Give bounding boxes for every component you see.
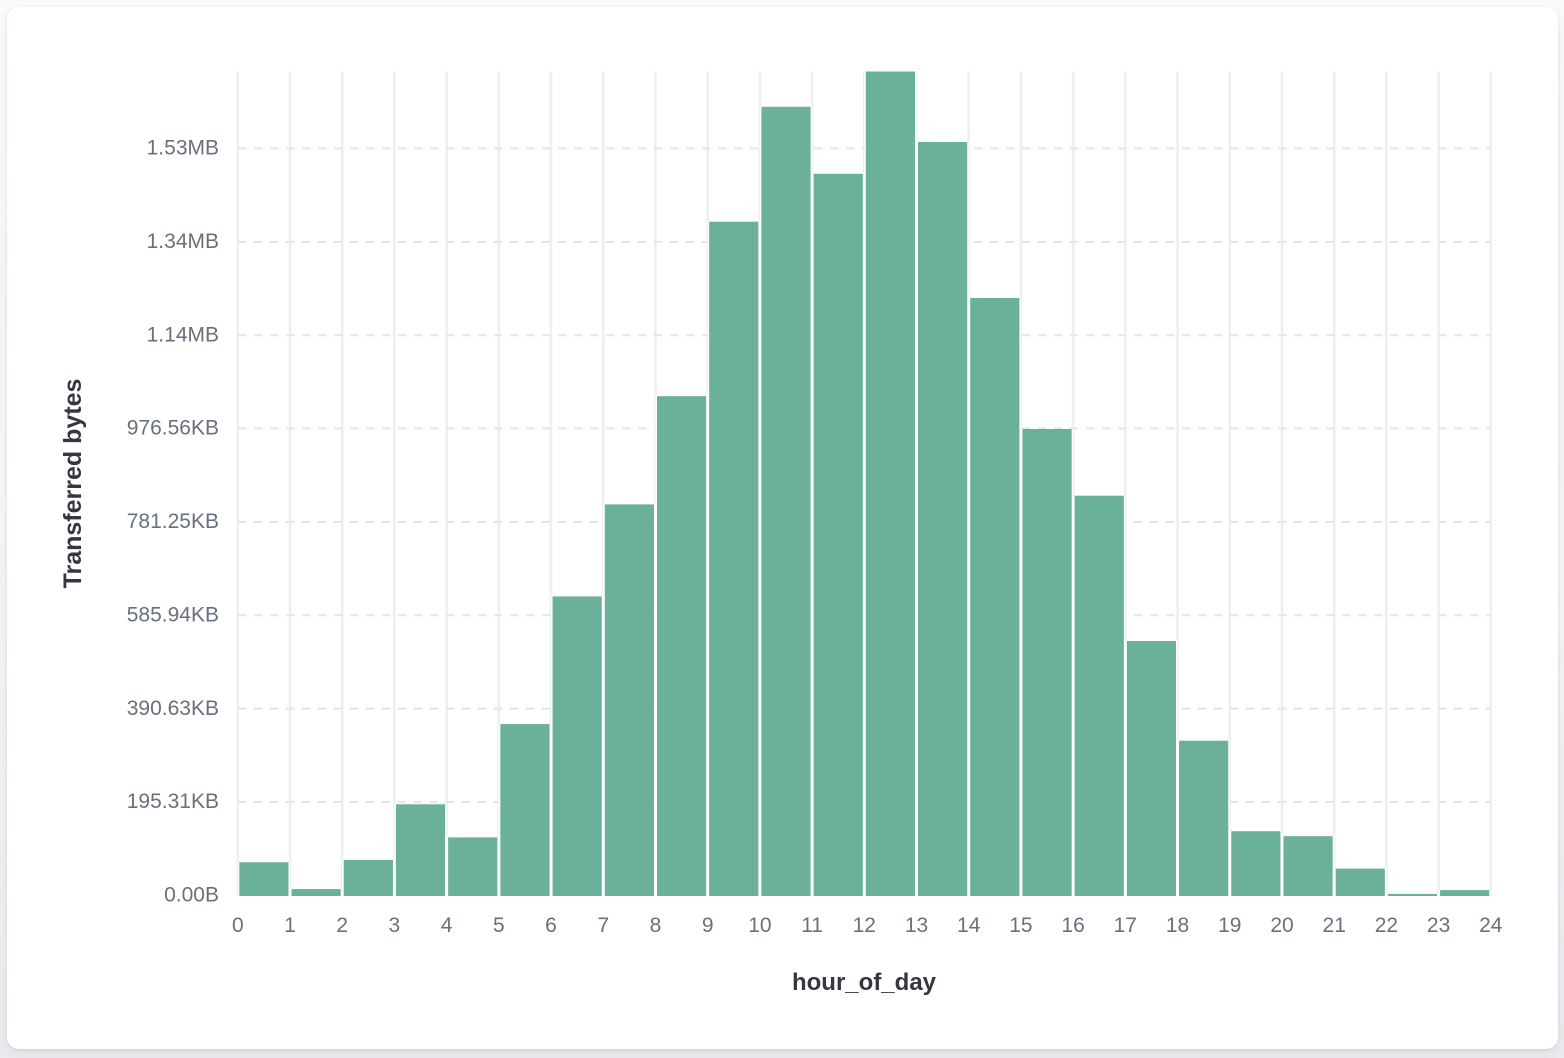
svg-text:13: 13 <box>905 914 928 937</box>
svg-text:21: 21 <box>1323 914 1346 937</box>
svg-text:12: 12 <box>853 914 876 937</box>
svg-text:15: 15 <box>1009 914 1032 937</box>
svg-text:7: 7 <box>597 914 609 937</box>
svg-text:hour_of_day: hour_of_day <box>792 969 937 996</box>
svg-text:17: 17 <box>1114 914 1137 937</box>
svg-text:11: 11 <box>801 914 823 937</box>
svg-text:Transferred bytes: Transferred bytes <box>59 379 87 589</box>
svg-text:24: 24 <box>1479 914 1503 937</box>
svg-text:20: 20 <box>1270 914 1293 937</box>
svg-text:390.63KB: 390.63KB <box>127 697 219 720</box>
svg-text:976.56KB: 976.56KB <box>127 417 219 440</box>
svg-text:19: 19 <box>1218 914 1241 937</box>
svg-text:585.94KB: 585.94KB <box>127 604 219 627</box>
svg-text:8: 8 <box>650 914 662 937</box>
svg-text:18: 18 <box>1166 914 1189 937</box>
svg-text:16: 16 <box>1061 914 1084 937</box>
svg-text:22: 22 <box>1375 914 1398 937</box>
svg-text:0: 0 <box>232 914 244 937</box>
svg-text:6: 6 <box>545 914 557 937</box>
svg-text:23: 23 <box>1427 914 1450 937</box>
svg-text:2: 2 <box>336 914 348 937</box>
svg-text:1.34MB: 1.34MB <box>147 230 219 253</box>
svg-text:5: 5 <box>493 914 505 937</box>
svg-text:9: 9 <box>702 914 714 937</box>
svg-text:1.14MB: 1.14MB <box>147 323 219 346</box>
svg-text:14: 14 <box>957 914 981 937</box>
svg-text:4: 4 <box>441 914 453 937</box>
svg-text:195.31KB: 195.31KB <box>127 790 219 813</box>
svg-text:781.25KB: 781.25KB <box>127 510 219 533</box>
svg-text:1.53MB: 1.53MB <box>147 137 219 160</box>
svg-text:0.00B: 0.00B <box>164 884 219 907</box>
svg-text:10: 10 <box>748 914 771 937</box>
svg-text:3: 3 <box>389 914 401 937</box>
svg-text:1: 1 <box>284 914 296 937</box>
